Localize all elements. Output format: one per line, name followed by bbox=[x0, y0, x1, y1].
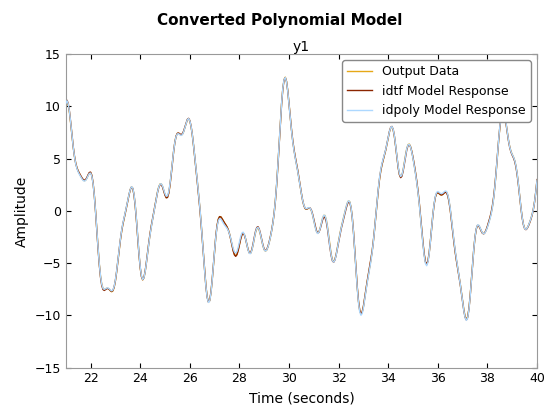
idtf Model Response bbox=[364, 279, 371, 284]
Output Data bbox=[534, 177, 540, 182]
idtf Model Response bbox=[81, 178, 88, 183]
Text: Converted Polynomial Model: Converted Polynomial Model bbox=[157, 13, 403, 28]
Output Data bbox=[130, 192, 137, 197]
idtf Model Response bbox=[192, 155, 198, 160]
idtf Model Response bbox=[463, 318, 470, 323]
idtf Model Response bbox=[130, 192, 137, 197]
Line: idtf Model Response: idtf Model Response bbox=[66, 78, 537, 320]
idtf Model Response bbox=[431, 202, 437, 207]
Line: Output Data: Output Data bbox=[66, 77, 537, 319]
idtf Model Response bbox=[62, 100, 69, 105]
idtf Model Response bbox=[282, 75, 288, 80]
Output Data bbox=[368, 249, 375, 254]
Line: idpoly Model Response: idpoly Model Response bbox=[66, 78, 537, 320]
idtf Model Response bbox=[368, 249, 375, 254]
idpoly Model Response bbox=[364, 281, 371, 286]
X-axis label: Time (seconds): Time (seconds) bbox=[249, 391, 354, 405]
Output Data bbox=[62, 102, 69, 107]
Output Data bbox=[463, 317, 470, 322]
Y-axis label: Amplitude: Amplitude bbox=[15, 175, 29, 247]
idpoly Model Response bbox=[463, 318, 470, 323]
Output Data bbox=[282, 75, 288, 80]
Output Data bbox=[364, 279, 371, 284]
Legend: Output Data, idtf Model Response, idpoly Model Response: Output Data, idtf Model Response, idpoly… bbox=[342, 60, 531, 122]
idtf Model Response bbox=[534, 177, 540, 182]
idpoly Model Response bbox=[130, 192, 137, 197]
Output Data bbox=[81, 178, 88, 184]
idpoly Model Response bbox=[282, 75, 288, 80]
Output Data bbox=[192, 155, 198, 160]
Output Data bbox=[431, 202, 437, 207]
idpoly Model Response bbox=[62, 101, 69, 106]
Title: y1: y1 bbox=[293, 40, 310, 54]
idpoly Model Response bbox=[81, 178, 88, 184]
idpoly Model Response bbox=[192, 154, 198, 159]
idpoly Model Response bbox=[431, 201, 437, 206]
idpoly Model Response bbox=[534, 178, 540, 183]
idpoly Model Response bbox=[368, 250, 375, 255]
